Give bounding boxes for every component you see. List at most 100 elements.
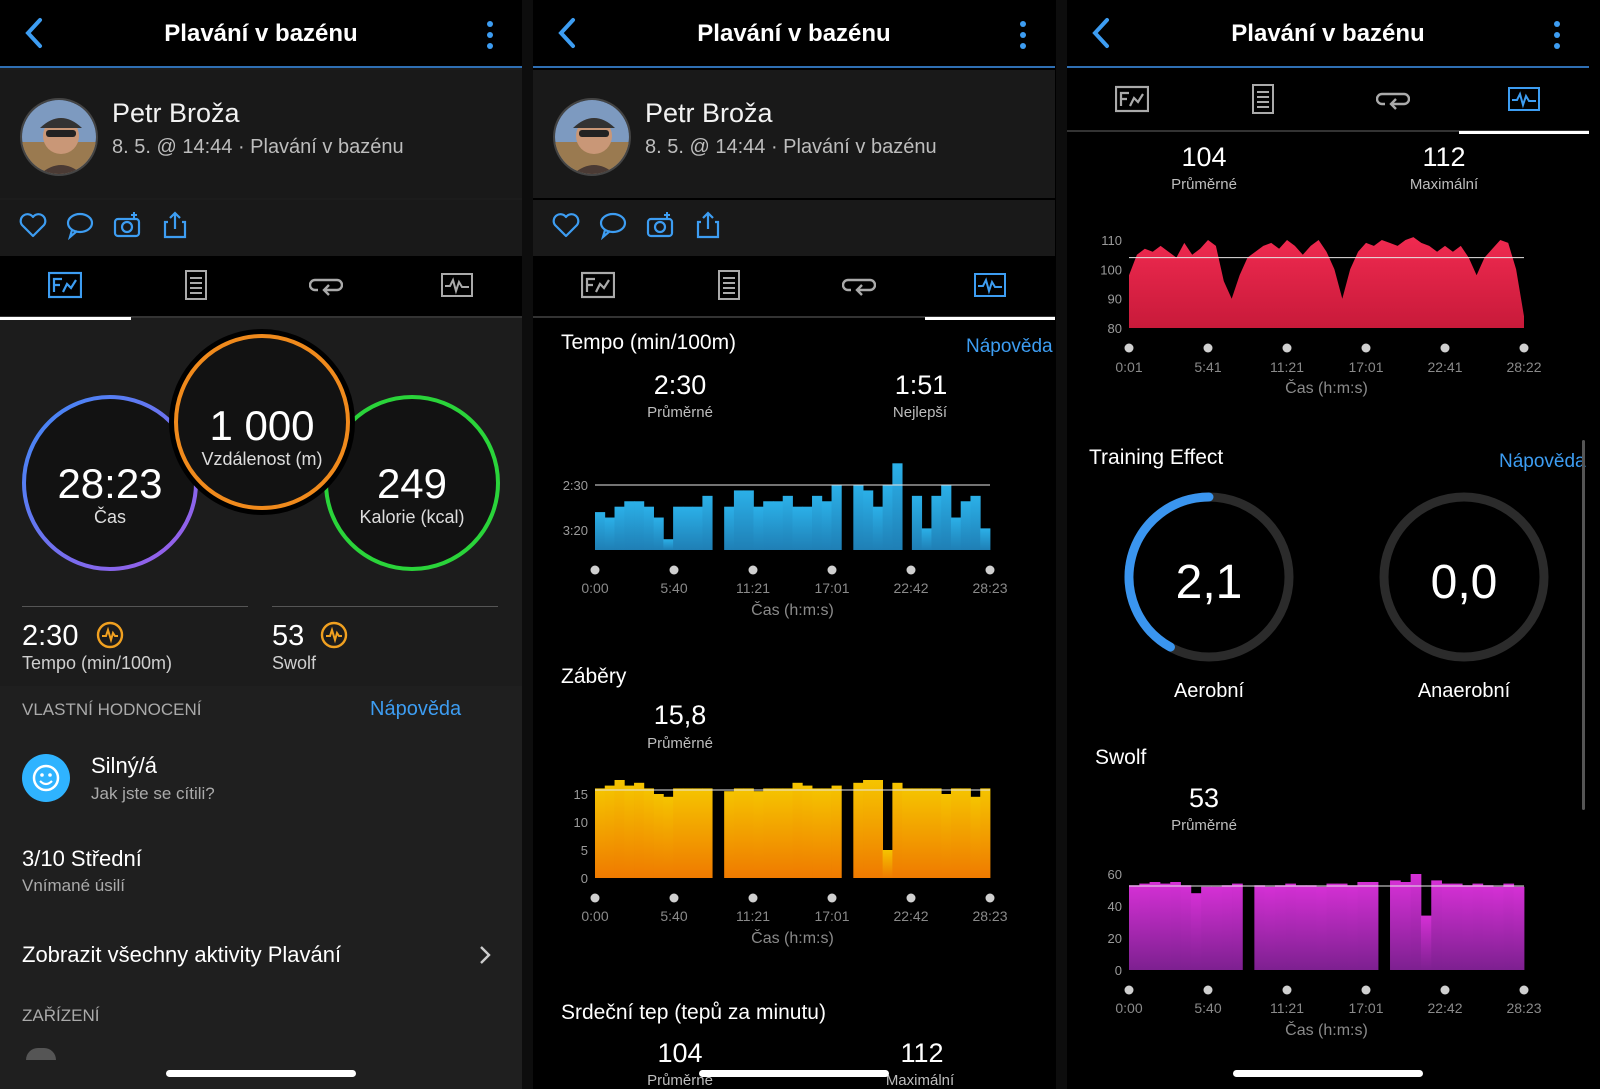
share-icon[interactable] <box>160 210 190 240</box>
x-tick-dot <box>1203 343 1213 353</box>
back-arrow-icon[interactable] <box>1087 16 1117 50</box>
x-tick-dot <box>1282 985 1292 995</box>
hr-avg-label: Průměrné <box>647 1072 713 1089</box>
x-tick-label: 17:01 <box>814 580 849 596</box>
tab-charts[interactable] <box>1458 70 1590 134</box>
heart-icon[interactable] <box>18 210 48 240</box>
bar <box>595 788 606 878</box>
share-icon[interactable] <box>693 210 723 240</box>
comment-icon[interactable] <box>65 210 95 240</box>
bar <box>1211 886 1223 970</box>
avatar[interactable] <box>553 98 631 176</box>
bar <box>1232 883 1243 970</box>
camera-icon[interactable] <box>112 210 142 240</box>
heart-rate-chart[interactable]: 0:01 5:41 11:21 17:01 22:41 28:22 Čas (h:m:s) 1… <box>1067 225 1589 405</box>
more-options-icon[interactable] <box>486 20 494 50</box>
bar <box>863 490 874 550</box>
camera-icon[interactable] <box>645 210 675 240</box>
bar <box>743 490 754 550</box>
self-eval-help-link[interactable]: Nápověda <box>370 698 462 720</box>
swolf-insight-icon[interactable] <box>320 621 348 649</box>
time-label: Čas <box>93 507 126 527</box>
tab-details[interactable] <box>131 256 262 318</box>
tab-laps[interactable] <box>1328 70 1459 132</box>
bar <box>1149 882 1161 970</box>
bar <box>1274 885 1286 970</box>
pace-help-link[interactable]: Nápověda <box>966 336 1053 357</box>
home-indicator <box>166 1070 356 1077</box>
aerobic-value: 2,1 <box>1175 556 1243 609</box>
tab-details[interactable] <box>1198 70 1329 132</box>
activity-charts-scrolled-screen: Plavání v bazénu 104 Průměrné 112 Maximá… <box>1067 0 1589 1089</box>
tab-laps[interactable] <box>794 256 925 318</box>
x-tick-label: 28:23 <box>972 908 1007 924</box>
swolf-label: Swolf <box>272 653 317 673</box>
bar <box>1159 883 1171 970</box>
all-activities-link[interactable]: Zobrazit všechny aktivity Plavání <box>22 942 342 967</box>
x-tick-label: 5:40 <box>1194 1000 1221 1016</box>
bar <box>921 788 932 878</box>
back-arrow-icon[interactable] <box>553 16 583 50</box>
bar <box>595 512 606 550</box>
overview-icon <box>1115 85 1150 113</box>
x-axis-label: Čas (h:m:s) <box>751 928 834 947</box>
bar <box>1451 883 1463 970</box>
aerobic-label: Aerobní <box>1173 680 1245 702</box>
tab-charts[interactable] <box>924 256 1056 320</box>
bar <box>941 485 952 550</box>
bar <box>1180 885 1192 970</box>
x-tick-label: 17:01 <box>1348 1000 1383 1016</box>
more-options-icon[interactable] <box>1019 20 1027 50</box>
bar <box>1190 893 1202 970</box>
bar <box>812 495 823 550</box>
bar <box>1254 885 1266 970</box>
bar <box>663 796 674 878</box>
bar <box>733 490 745 550</box>
tab-charts[interactable] <box>392 256 523 318</box>
tab-overview[interactable] <box>533 256 664 318</box>
distance-label: Vzdálenost (m) <box>201 449 323 469</box>
smiley-icon[interactable] <box>22 754 70 802</box>
training-effect-help-link[interactable]: Nápověda <box>1499 451 1586 472</box>
tab-overview[interactable] <box>1067 70 1198 132</box>
bar <box>733 788 745 878</box>
bar <box>692 788 703 878</box>
profile-name[interactable]: Petr Broža <box>645 98 773 128</box>
effort-value[interactable]: 3/10 Střední <box>22 846 142 871</box>
chevron-right-icon[interactable] <box>478 944 492 966</box>
pace-insight-icon[interactable] <box>96 621 124 649</box>
x-tick-label: 11:21 <box>736 580 770 596</box>
scrollbar[interactable] <box>1582 440 1585 810</box>
y-tick-label: 110 <box>1101 233 1122 248</box>
feeling-question: Jak jste se cítili? <box>91 784 215 803</box>
feeling-value[interactable]: Silný/á <box>91 753 158 778</box>
bar <box>624 501 635 550</box>
profile-name[interactable]: Petr Broža <box>112 98 240 128</box>
bar <box>624 785 635 878</box>
bar <box>673 788 684 878</box>
bar <box>872 780 884 878</box>
heart-icon[interactable] <box>551 210 581 240</box>
tab-laps[interactable] <box>261 256 392 318</box>
pace-avg-value: 2:30 <box>653 370 707 400</box>
bar <box>724 506 735 550</box>
strokes-chart[interactable]: 0:00 5:40 11:21 17:01 22:42 28:23 Čas (h:m:s) 1… <box>533 775 1055 965</box>
more-options-icon[interactable] <box>1553 20 1561 50</box>
avatar[interactable] <box>20 98 98 176</box>
comment-icon[interactable] <box>598 210 628 240</box>
y-tick-label: 15 <box>574 787 588 802</box>
x-axis-label: Čas (h:m:s) <box>1285 378 1368 397</box>
tab-overview[interactable] <box>0 256 131 320</box>
x-tick-dot <box>906 893 916 903</box>
hr-max-label: Maximální <box>885 1072 955 1089</box>
pace-chart[interactable]: 0:00 5:40 11:21 17:01 22:42 28:23 Čas (h:m:s) 2… <box>533 440 1055 630</box>
bar <box>892 782 903 878</box>
x-tick-label: 0:00 <box>581 908 608 924</box>
x-tick-label: 22:42 <box>893 580 928 596</box>
bar <box>812 788 823 878</box>
y-tick-label: 2:30 <box>563 478 588 493</box>
tab-details[interactable] <box>664 256 795 318</box>
swolf-chart[interactable]: 0:00 5:40 11:21 17:01 22:42 28:23 Čas (h:m:s) 6… <box>1067 858 1589 1048</box>
back-arrow-icon[interactable] <box>20 16 50 50</box>
hr-area-series <box>1129 237 1524 328</box>
